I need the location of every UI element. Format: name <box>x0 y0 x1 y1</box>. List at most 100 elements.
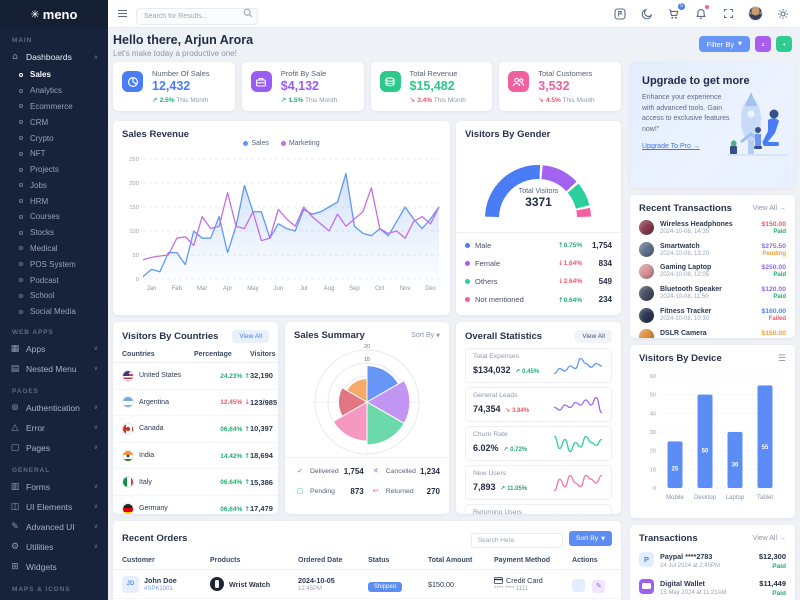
sidebar-item-nested-menu[interactable]: ▤ Nested Menu ∨ <box>10 363 98 374</box>
language-flag-icon[interactable] <box>613 7 627 21</box>
wallet-icon <box>639 578 654 594</box>
sidebar-item-jobs[interactable]: Jobs <box>0 177 108 193</box>
sidebar-item-sales[interactable]: Sales <box>0 67 108 83</box>
pending-icon: ▢ <box>296 487 304 495</box>
bullet-icon <box>19 199 23 204</box>
svg-text:100: 100 <box>129 229 139 235</box>
app-logo[interactable]: ✳ meno <box>0 0 108 28</box>
search-input[interactable] <box>136 8 258 25</box>
wrist-watch-icon <box>210 577 224 591</box>
notifications-bell-icon[interactable] <box>694 4 709 21</box>
pen-icon: ✎ <box>11 521 19 532</box>
share-button[interactable] <box>776 36 792 52</box>
germany-flag-icon <box>122 502 134 514</box>
sidebar-item-stocks[interactable]: Stocks <box>0 225 108 241</box>
status-badge: Shipped <box>368 582 403 592</box>
legend-item[interactable]: ✕ Cancelled 1,234 <box>370 461 440 481</box>
stat-card-number-of-sales[interactable]: Number Of Sales 12,432 2.5% This Month <box>113 62 235 111</box>
nav-section-label: MAPS & ICONS <box>12 585 71 593</box>
svg-text:20: 20 <box>364 344 370 350</box>
statistic-row: Returning Users 3,258 1.69% <box>465 504 612 514</box>
view-all-link[interactable]: View All → <box>752 535 786 542</box>
orders-sort-button[interactable]: Sort By ▼ <box>568 531 612 546</box>
sidebar-item-projects[interactable]: Projects <box>0 162 108 178</box>
bullet-icon <box>19 230 23 235</box>
nav-section-label: MAIN <box>12 37 33 44</box>
sidebar-item-ui-elements[interactable]: ◫ UI Elements ∨ <box>10 501 98 512</box>
sidebar-item-hrm[interactable]: HRM <box>0 193 108 209</box>
cart-badge: 5 <box>678 2 685 10</box>
cart-icon[interactable]: 5 <box>667 2 685 21</box>
sidebar-item-apps[interactable]: ▦ Apps ∨ <box>10 343 98 354</box>
legend-item[interactable]: ▢ Pending 873 <box>294 481 364 501</box>
sidebar-item-error[interactable]: △ Error ∨ <box>11 422 98 433</box>
view-order-button[interactable] <box>572 578 585 592</box>
view-all-link[interactable]: View All → <box>752 205 786 212</box>
logo-asterisk-icon: ✳ <box>30 7 40 21</box>
sidebar-item-courses[interactable]: Courses <box>0 209 108 225</box>
orders-search <box>470 529 563 548</box>
dark-mode-moon-icon[interactable] <box>640 7 654 21</box>
stat-card-total-customers[interactable]: Total Customers 3,532 4.5% This Month <box>499 62 621 111</box>
user-icon <box>761 42 765 46</box>
sort-by-dropdown[interactable]: Sort By ▼ <box>411 332 440 339</box>
svg-text:Laptop: Laptop <box>725 495 744 501</box>
sidebar-item-crypto[interactable]: Crypto <box>0 130 108 146</box>
upgrade-to-pro-link[interactable]: Upgrade To Pro → <box>642 143 700 150</box>
sidebar-item-widgets[interactable]: ⊞ Widgets <box>11 561 57 572</box>
sales-summary-panel: Sales Summary Sort By ▼ 20 15 ✓ Delivered… <box>285 322 449 514</box>
bullet-icon <box>19 151 23 156</box>
user-avatar[interactable] <box>748 6 763 21</box>
sidebar-item-pages[interactable]: ▢ Pages ∨ <box>10 442 98 453</box>
chevron-down-icon: ∨ <box>93 543 98 550</box>
series-dot <box>465 260 470 266</box>
overall-statistics-panel: Overall Statistics View All Total Expens… <box>456 322 621 514</box>
status-badge: Paid <box>773 272 786 279</box>
settings-gear-icon[interactable] <box>776 7 790 21</box>
sidebar-item-authentication[interactable]: ⊚ Authentication ∨ <box>11 402 98 413</box>
sidebar-item-dashboards[interactable]: ⌂ Dashboards ∧ <box>0 47 108 67</box>
stat-card-profit-by-sale[interactable]: Profit By Sale $4,132 1.5% This Month <box>241 62 364 111</box>
chart-menu-icon[interactable]: ☰ <box>777 353 786 364</box>
sidebar-item-advanced-ui[interactable]: ✎ Advanced UI ∨ <box>11 521 98 532</box>
home-icon: ⌂ <box>12 52 18 62</box>
upgrade-card: Upgrade to get more Enhance your experie… <box>630 62 795 188</box>
fullscreen-icon[interactable] <box>721 7 735 21</box>
topbar: 5 <box>108 0 800 28</box>
panel-title: Visitors By Device <box>639 353 722 364</box>
stat-card-total-revenue[interactable]: Total Revenue $15,482 3.4% This Month <box>370 62 493 111</box>
legend-item-sales[interactable]: Sales <box>243 140 269 147</box>
sidebar-item-school[interactable]: School <box>0 288 108 304</box>
chevron-down-icon: ∨ <box>93 523 98 530</box>
sidebar-item-ecommerce[interactable]: Ecommerce <box>0 99 108 115</box>
legend-item-marketing[interactable]: Marketing <box>280 140 320 147</box>
bullet-icon <box>19 136 23 141</box>
sidebar-item-medical[interactable]: Medical <box>0 241 108 257</box>
legend-item[interactable]: ✓ Delivered 1,754 <box>294 461 364 481</box>
user-action-button[interactable] <box>755 36 771 52</box>
visitors-by-device-bar-chart: 0 10 20 30 40 50 60 25 Mobile 50 Desktop 30 Laptop 55… <box>649 374 780 501</box>
sidebar-item-utilities[interactable]: ⚙ Utilities ∨ <box>10 541 98 552</box>
sidebar-item-nft[interactable]: NFT <box>0 146 108 162</box>
view-all-button[interactable]: View All <box>232 330 269 343</box>
svg-text:200: 200 <box>129 181 139 187</box>
svg-text:30: 30 <box>731 463 738 469</box>
cancelled-icon: ✕ <box>372 467 379 475</box>
sidebar-item-podcast[interactable]: Podcast <box>0 272 108 288</box>
view-all-button[interactable]: View All <box>575 330 612 343</box>
svg-text:60: 60 <box>649 374 655 380</box>
orders-search-input[interactable] <box>470 533 563 548</box>
page-header: Hello there, Arjun Arora Let's make toda… <box>113 33 253 58</box>
svg-text:0: 0 <box>136 277 139 283</box>
sidebar-item-crm[interactable]: CRM <box>0 114 108 130</box>
sidebar-item-social-media[interactable]: Social Media <box>0 304 108 320</box>
sidebar-item-analytics[interactable]: Analytics <box>0 83 108 99</box>
sidebar-item-pos-system[interactable]: POS System <box>0 256 108 272</box>
gauge-center-label: Total Visitors <box>518 188 559 195</box>
menu-toggle-icon[interactable] <box>118 9 127 18</box>
filter-by-button[interactable]: Filter By ▼ <box>698 36 750 52</box>
sidebar-item-forms[interactable]: ▥ Forms ∨ <box>10 481 98 492</box>
legend-item[interactable]: ↩ Returned 270 <box>370 481 440 501</box>
edit-order-button[interactable]: ✎ <box>592 579 606 593</box>
